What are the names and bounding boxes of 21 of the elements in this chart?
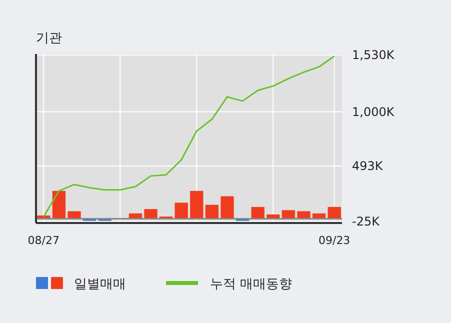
bar	[251, 206, 264, 219]
bar	[52, 190, 66, 219]
legend-label: 일별매매	[74, 277, 126, 292]
bar	[174, 202, 188, 219]
legend-label: 누적 매매동향	[210, 277, 292, 292]
bar	[220, 196, 234, 219]
y-tick-label: 493K	[352, 158, 384, 173]
bar	[282, 210, 296, 219]
bar	[328, 206, 341, 219]
bar	[190, 190, 204, 219]
bar	[297, 211, 310, 219]
chart-title: 기관	[36, 31, 62, 46]
bar	[68, 211, 81, 219]
bar	[144, 209, 158, 219]
x-tick-label: 09/23	[318, 234, 350, 247]
bar	[205, 204, 219, 219]
y-tick-label: 1,000K	[352, 104, 396, 119]
y-tick-label: -25K	[352, 214, 381, 228]
y-tick-label: 1,530K	[352, 48, 396, 62]
x-tick-label: 08/27	[28, 234, 60, 247]
line-series	[42, 55, 336, 218]
